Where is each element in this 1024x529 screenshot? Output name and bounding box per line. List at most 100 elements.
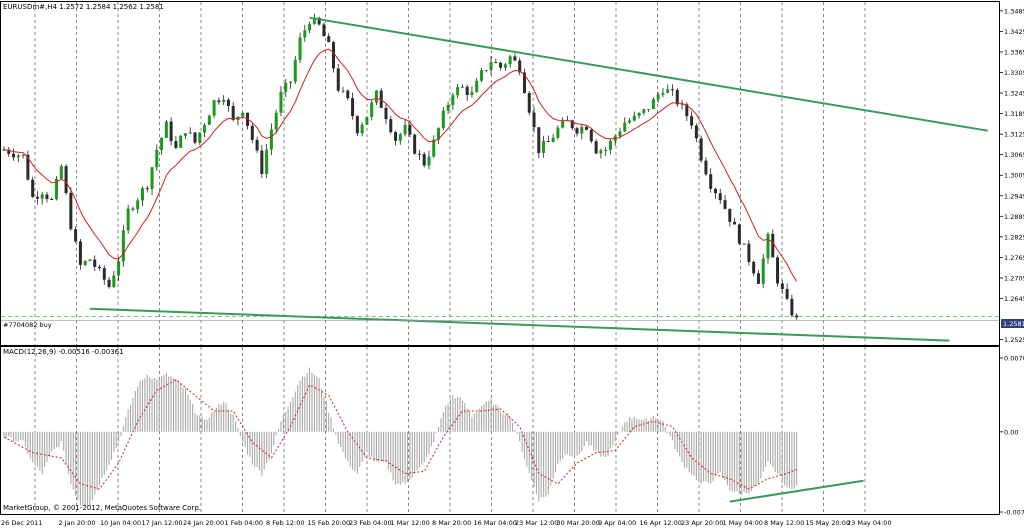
candle[interactable] xyxy=(78,241,82,265)
candle[interactable] xyxy=(594,141,598,154)
candle[interactable] xyxy=(45,194,49,199)
candle[interactable] xyxy=(666,89,670,93)
candle[interactable] xyxy=(575,128,579,134)
candle[interactable] xyxy=(308,24,312,31)
candle[interactable] xyxy=(780,283,784,289)
candle[interactable] xyxy=(589,129,593,142)
candle[interactable] xyxy=(169,121,173,142)
candle[interactable] xyxy=(651,99,655,109)
candle[interactable] xyxy=(98,266,101,269)
candle[interactable] xyxy=(413,134,417,154)
candle[interactable] xyxy=(303,30,307,38)
candle[interactable] xyxy=(193,132,197,143)
candle[interactable] xyxy=(117,261,121,276)
candle[interactable] xyxy=(771,233,775,258)
candle[interactable] xyxy=(508,56,512,65)
candle[interactable] xyxy=(556,127,560,138)
candle[interactable] xyxy=(351,98,355,117)
candle[interactable] xyxy=(274,112,278,130)
candle[interactable] xyxy=(298,37,302,60)
candle[interactable] xyxy=(427,156,431,166)
candle[interactable] xyxy=(26,154,30,180)
candle[interactable] xyxy=(551,137,555,142)
candle[interactable] xyxy=(284,82,288,92)
candle[interactable] xyxy=(604,149,608,151)
candle[interactable] xyxy=(188,132,192,134)
candle[interactable] xyxy=(422,154,426,166)
candle[interactable] xyxy=(623,122,627,132)
candle[interactable] xyxy=(499,62,503,68)
candle[interactable] xyxy=(121,230,125,262)
candle[interactable] xyxy=(370,102,374,118)
candle[interactable] xyxy=(733,221,737,225)
candle[interactable] xyxy=(656,94,660,100)
candle[interactable] xyxy=(341,90,345,92)
candle[interactable] xyxy=(465,86,469,96)
candle[interactable] xyxy=(532,112,536,128)
candle[interactable] xyxy=(690,116,694,126)
candle[interactable] xyxy=(203,124,207,133)
candle[interactable] xyxy=(389,119,393,133)
candle[interactable] xyxy=(255,139,259,151)
candle[interactable] xyxy=(608,140,612,150)
candle[interactable] xyxy=(260,150,264,174)
candle[interactable] xyxy=(289,81,292,83)
candle[interactable] xyxy=(83,260,87,265)
candle[interactable] xyxy=(40,194,44,199)
candle[interactable] xyxy=(207,115,211,125)
candle[interactable] xyxy=(480,70,483,81)
candle[interactable] xyxy=(699,138,703,161)
candle[interactable] xyxy=(12,153,16,158)
candle[interactable] xyxy=(747,243,751,262)
candle[interactable] xyxy=(179,135,183,148)
candle[interactable] xyxy=(174,141,178,148)
candle[interactable] xyxy=(217,100,221,103)
candle[interactable] xyxy=(618,131,622,137)
trendline-lower[interactable] xyxy=(89,307,950,342)
candle[interactable] xyxy=(360,124,364,134)
candle[interactable] xyxy=(647,108,651,110)
candle[interactable] xyxy=(795,315,799,318)
candle[interactable] xyxy=(59,166,63,179)
trendline-upper[interactable] xyxy=(309,16,988,132)
candle[interactable] xyxy=(327,36,331,43)
candle[interactable] xyxy=(737,224,741,244)
candle[interactable] xyxy=(226,99,230,106)
candle[interactable] xyxy=(265,149,269,174)
candle[interactable] xyxy=(126,208,130,231)
candle[interactable] xyxy=(293,59,297,82)
candle[interactable] xyxy=(503,64,507,68)
candle[interactable] xyxy=(398,134,402,141)
candle[interactable] xyxy=(322,24,326,37)
candle[interactable] xyxy=(112,275,116,288)
candle[interactable] xyxy=(513,56,517,61)
candle[interactable] xyxy=(542,141,546,153)
candle[interactable] xyxy=(231,105,235,120)
candle[interactable] xyxy=(723,200,727,209)
candle[interactable] xyxy=(346,90,350,99)
candle[interactable] xyxy=(694,125,698,139)
candle[interactable] xyxy=(403,125,407,135)
macd-trendline[interactable] xyxy=(729,479,864,503)
candle[interactable] xyxy=(776,257,780,284)
candle[interactable] xyxy=(317,17,321,25)
candle[interactable] xyxy=(74,229,78,242)
candle[interactable] xyxy=(785,288,789,299)
candle[interactable] xyxy=(585,126,589,130)
candle[interactable] xyxy=(489,62,493,70)
candle[interactable] xyxy=(685,104,689,117)
candle[interactable] xyxy=(637,112,641,116)
macd-pane[interactable] xyxy=(3,367,864,507)
candle[interactable] xyxy=(599,150,603,154)
candle[interactable] xyxy=(212,100,216,116)
candle[interactable] xyxy=(632,115,636,121)
candle[interactable] xyxy=(50,198,54,200)
candle[interactable] xyxy=(7,149,11,154)
candle[interactable] xyxy=(408,125,412,135)
candle[interactable] xyxy=(222,99,226,103)
candle[interactable] xyxy=(160,137,164,150)
candle[interactable] xyxy=(766,233,770,259)
candle[interactable] xyxy=(432,139,436,157)
candle[interactable] xyxy=(336,68,340,91)
candle[interactable] xyxy=(671,89,674,91)
